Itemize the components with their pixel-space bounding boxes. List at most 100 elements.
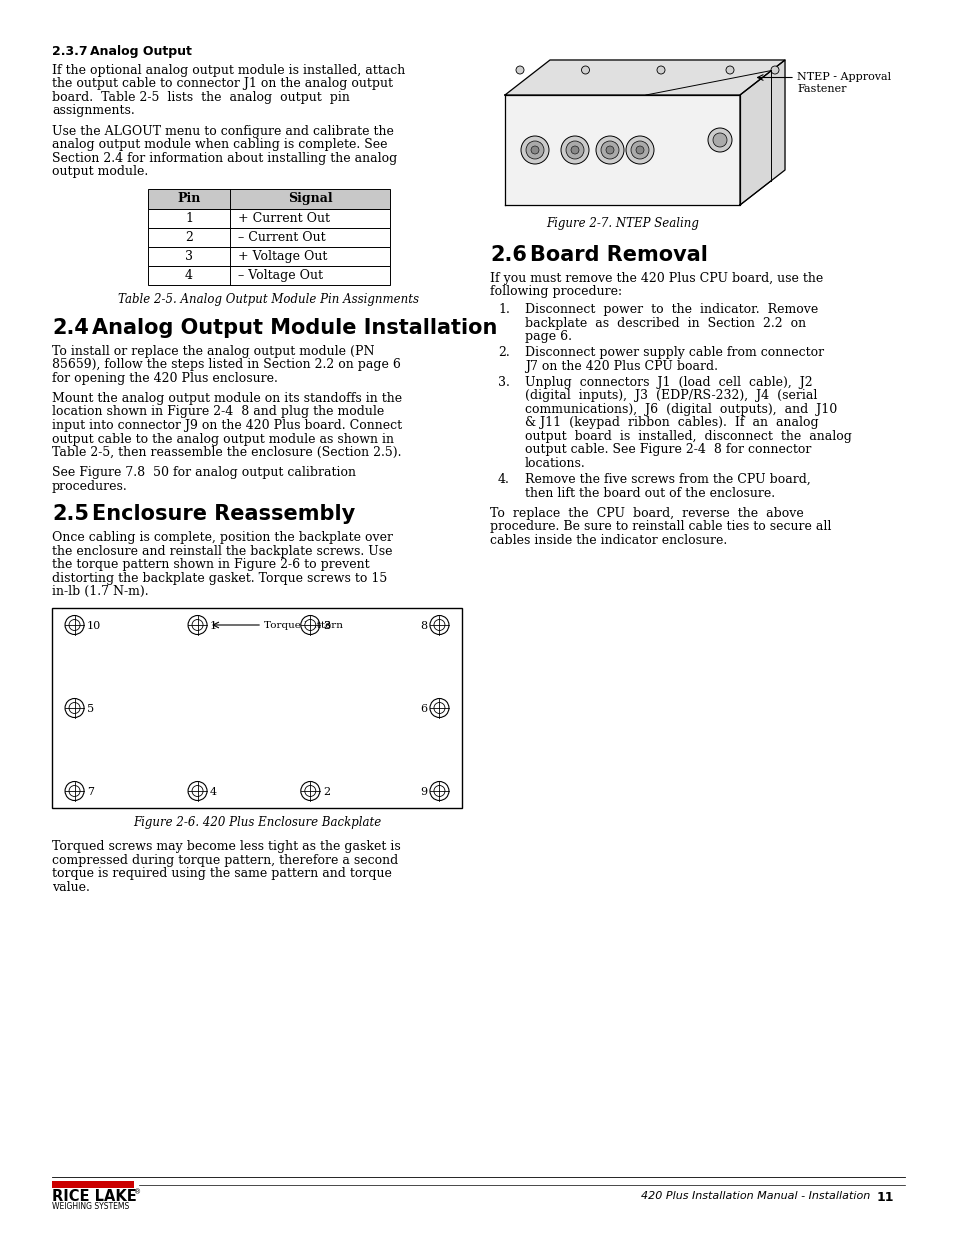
Bar [52, 608, 461, 808]
Circle shape [430, 782, 449, 800]
Text: 3.: 3. [497, 375, 510, 389]
Circle shape [707, 128, 731, 152]
Text: Section 2.4 for information about installing the analog: Section 2.4 for information about instal… [52, 152, 396, 164]
Text: 1.: 1. [497, 303, 510, 316]
Circle shape [531, 146, 538, 154]
Circle shape [188, 615, 207, 635]
Text: – Voltage Out: – Voltage Out [237, 269, 323, 283]
Text: 2.: 2. [497, 346, 510, 359]
Circle shape [657, 65, 664, 74]
Text: 8: 8 [419, 621, 427, 631]
Text: Torque Pattern: Torque Pattern [264, 621, 343, 630]
Text: 4: 4 [185, 269, 193, 283]
Circle shape [525, 141, 543, 159]
Text: 3: 3 [185, 251, 193, 263]
Text: 2.5: 2.5 [52, 504, 89, 524]
Text: for opening the 420 Plus enclosure.: for opening the 420 Plus enclosure. [52, 372, 277, 385]
Text: 2.3.7: 2.3.7 [52, 44, 88, 58]
Text: Mount the analog output module on its standoffs in the: Mount the analog output module on its st… [52, 391, 402, 405]
Text: output  board  is  installed,  disconnect  the  analog: output board is installed, disconnect th… [524, 430, 851, 443]
Circle shape [65, 782, 84, 800]
Circle shape [581, 65, 589, 74]
Text: (digital  inputs),  J3  (EDP/RS-232),  J4  (serial: (digital inputs), J3 (EDP/RS-232), J4 (s… [524, 389, 817, 403]
Circle shape [725, 65, 733, 74]
Text: Figure 2-6. 420 Plus Enclosure Backplate: Figure 2-6. 420 Plus Enclosure Backplate [132, 816, 381, 829]
Text: 3: 3 [322, 621, 330, 631]
Text: Unplug  connectors  J1  (load  cell  cable),  J2: Unplug connectors J1 (load cell cable), … [524, 375, 812, 389]
Text: 85659), follow the steps listed in Section 2.2 on page 6: 85659), follow the steps listed in Secti… [52, 358, 400, 372]
Text: assignments.: assignments. [52, 105, 134, 117]
Text: If you must remove the 420 Plus CPU board, use the: If you must remove the 420 Plus CPU boar… [490, 272, 822, 285]
Circle shape [434, 620, 444, 631]
Text: 7: 7 [87, 787, 94, 797]
Text: 9: 9 [419, 787, 427, 797]
Text: analog output module when cabling is complete. See: analog output module when cabling is com… [52, 138, 387, 151]
Circle shape [520, 136, 548, 164]
Text: the output cable to connector J1 on the analog output: the output cable to connector J1 on the … [52, 78, 393, 90]
Text: output cable. See Figure 2-4  8 for connector: output cable. See Figure 2-4 8 for conne… [524, 443, 810, 457]
Circle shape [712, 133, 726, 147]
Circle shape [625, 136, 654, 164]
Bar [148, 189, 390, 210]
Circle shape [69, 785, 80, 797]
Text: 2.6: 2.6 [490, 245, 526, 266]
Text: + Current Out: + Current Out [237, 212, 330, 226]
Text: page 6.: page 6. [524, 330, 572, 343]
Text: & J11  (keypad  ribbon  cables).  If  an  analog: & J11 (keypad ribbon cables). If an anal… [524, 416, 818, 430]
Text: value.: value. [52, 881, 90, 894]
Text: + Voltage Out: + Voltage Out [237, 251, 327, 263]
Circle shape [304, 620, 315, 631]
Text: Enclosure Reassembly: Enclosure Reassembly [91, 504, 355, 524]
Text: ®: ® [133, 1189, 141, 1195]
Text: in-lb (1.7 N-m).: in-lb (1.7 N-m). [52, 585, 149, 598]
Circle shape [192, 620, 203, 631]
Text: board.  Table 2-5  lists  the  analog  output  pin: board. Table 2-5 lists the analog output… [52, 91, 350, 104]
Text: RICE LAKE: RICE LAKE [52, 1189, 136, 1204]
Text: then lift the board out of the enclosure.: then lift the board out of the enclosure… [524, 487, 774, 500]
Text: Disconnect power supply cable from connector: Disconnect power supply cable from conne… [524, 346, 823, 359]
Circle shape [65, 615, 84, 635]
Text: J7 on the 420 Plus CPU board.: J7 on the 420 Plus CPU board. [524, 359, 718, 373]
Text: location shown in Figure 2-4  8 and plug the module: location shown in Figure 2-4 8 and plug … [52, 405, 384, 419]
Text: Analog Output Module Installation: Analog Output Module Installation [91, 317, 497, 337]
Text: Analog Output: Analog Output [90, 44, 192, 58]
Text: If the optional analog output module is installed, attach: If the optional analog output module is … [52, 64, 405, 77]
Text: the torque pattern shown in Figure 2-6 to prevent: the torque pattern shown in Figure 2-6 t… [52, 558, 369, 571]
Text: backplate  as  described  in  Section  2.2  on: backplate as described in Section 2.2 on [524, 316, 805, 330]
Polygon shape [740, 61, 784, 205]
Text: 5: 5 [87, 704, 94, 714]
Text: Disconnect  power  to  the  indicator.  Remove: Disconnect power to the indicator. Remov… [524, 303, 818, 316]
Text: Signal: Signal [288, 193, 332, 205]
Text: Table 2-5, then reassemble the enclosure (Section 2.5).: Table 2-5, then reassemble the enclosure… [52, 446, 401, 459]
Text: 2: 2 [322, 787, 330, 797]
Text: following procedure:: following procedure: [490, 285, 621, 299]
Text: 2: 2 [185, 231, 193, 245]
Circle shape [770, 65, 779, 74]
Text: NTEP - Approval
Fastener: NTEP - Approval Fastener [796, 73, 890, 94]
Circle shape [304, 785, 315, 797]
Text: procedures.: procedures. [52, 479, 128, 493]
Circle shape [430, 699, 449, 718]
Text: Remove the five screws from the CPU board,: Remove the five screws from the CPU boar… [524, 473, 810, 487]
Circle shape [300, 615, 319, 635]
Bar [148, 267, 390, 285]
Bar [148, 247, 390, 267]
Text: 6: 6 [419, 704, 427, 714]
Circle shape [65, 699, 84, 718]
Circle shape [630, 141, 648, 159]
Text: locations.: locations. [524, 457, 585, 471]
Text: cables inside the indicator enclosure.: cables inside the indicator enclosure. [490, 534, 726, 547]
Text: Torqued screws may become less tight as the gasket is: Torqued screws may become less tight as … [52, 840, 400, 853]
Text: Table 2-5. Analog Output Module Pin Assignments: Table 2-5. Analog Output Module Pin Assi… [118, 294, 419, 306]
Text: 1: 1 [185, 212, 193, 226]
Text: procedure. Be sure to reinstall cable ties to secure all: procedure. Be sure to reinstall cable ti… [490, 520, 830, 534]
Circle shape [560, 136, 588, 164]
Text: 2.4: 2.4 [52, 317, 89, 337]
Text: 10: 10 [87, 621, 101, 631]
Text: To install or replace the analog output module (PN: To install or replace the analog output … [52, 345, 375, 358]
Circle shape [69, 620, 80, 631]
Circle shape [300, 782, 319, 800]
Text: Pin: Pin [177, 193, 200, 205]
Text: Once cabling is complete, position the backplate over: Once cabling is complete, position the b… [52, 531, 393, 545]
Polygon shape [504, 61, 784, 95]
